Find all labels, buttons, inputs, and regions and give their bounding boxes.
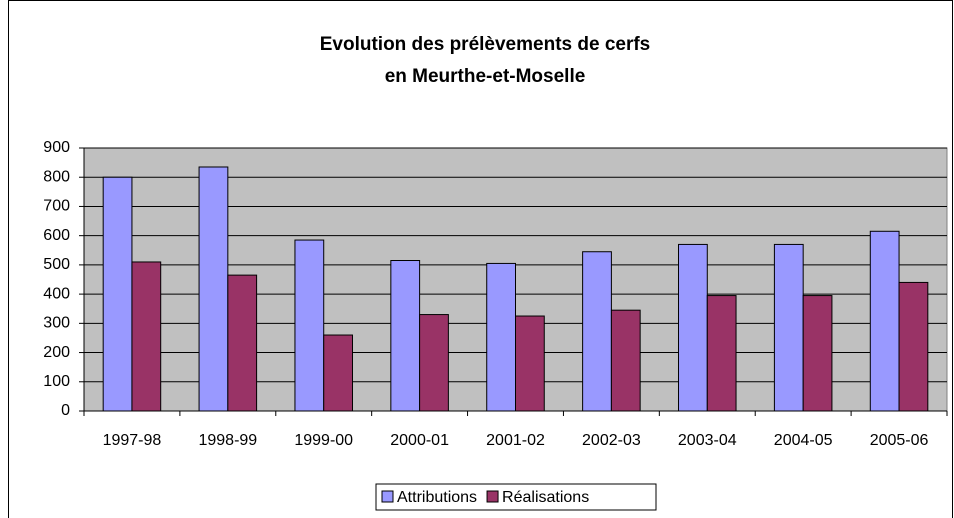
x-tick-label: 1998-99	[198, 432, 257, 449]
legend-swatch	[381, 490, 394, 503]
legend-label: Attributions	[397, 489, 477, 506]
bar	[294, 239, 325, 412]
x-tick-label: 2004-05	[774, 432, 833, 449]
x-tick-label: 1997-98	[103, 432, 162, 449]
y-tick-label: 700	[43, 198, 70, 215]
legend-label: Réalisations	[502, 489, 589, 506]
x-tick-label: 1999-00	[294, 432, 353, 449]
bar	[898, 281, 929, 412]
x-tick-label: 2000-01	[390, 432, 449, 449]
x-tick-label: 2005-06	[870, 432, 929, 449]
bar	[678, 243, 708, 412]
bar	[227, 274, 258, 412]
bar	[102, 176, 133, 412]
x-tick-label: 2003-04	[678, 432, 737, 449]
bar	[869, 230, 900, 412]
y-tick-label: 400	[43, 285, 70, 302]
bar	[773, 243, 804, 412]
chart-title: Evolution des prélèvements de cerfs	[320, 34, 651, 55]
y-tick-label: 900	[43, 139, 70, 156]
bar	[515, 315, 545, 412]
legend-swatch	[486, 490, 499, 503]
y-tick-label: 600	[43, 227, 70, 244]
y-tick-label: 800	[43, 168, 70, 185]
y-tick-label: 100	[43, 373, 70, 390]
bar	[198, 166, 229, 412]
y-tick-label: 300	[43, 315, 70, 332]
y-tick-label: 0	[61, 402, 70, 419]
legend-box	[375, 483, 657, 511]
chart-subtitle: en Meurthe-et-Moselle	[385, 66, 586, 87]
y-tick-label: 200	[43, 344, 70, 361]
bar	[802, 295, 833, 412]
bar	[582, 251, 612, 412]
bar	[323, 334, 353, 412]
bar	[486, 262, 517, 412]
bar	[131, 261, 162, 412]
x-tick-label: 2001-02	[486, 432, 545, 449]
y-tick-label: 500	[43, 256, 70, 273]
bar	[610, 309, 641, 412]
bar	[706, 295, 737, 412]
bar	[390, 260, 421, 412]
x-tick-label: 2002-03	[582, 432, 641, 449]
bar	[419, 314, 449, 412]
